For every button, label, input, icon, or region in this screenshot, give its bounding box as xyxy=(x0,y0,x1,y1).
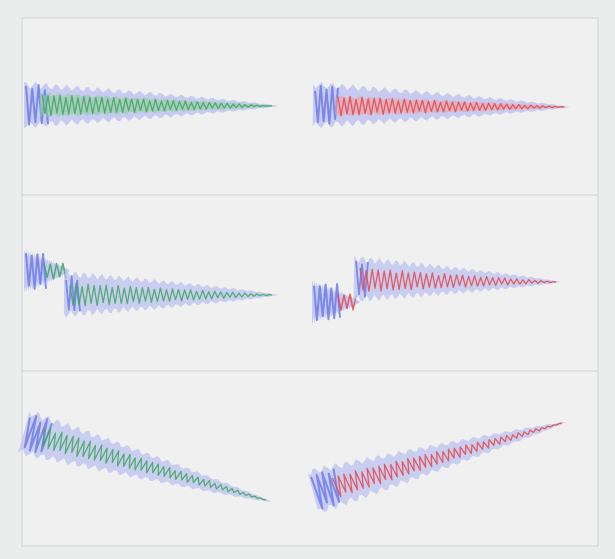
page: (() => { const g = document.getElementBy… xyxy=(0,0,615,559)
artwork xyxy=(0,0,615,559)
